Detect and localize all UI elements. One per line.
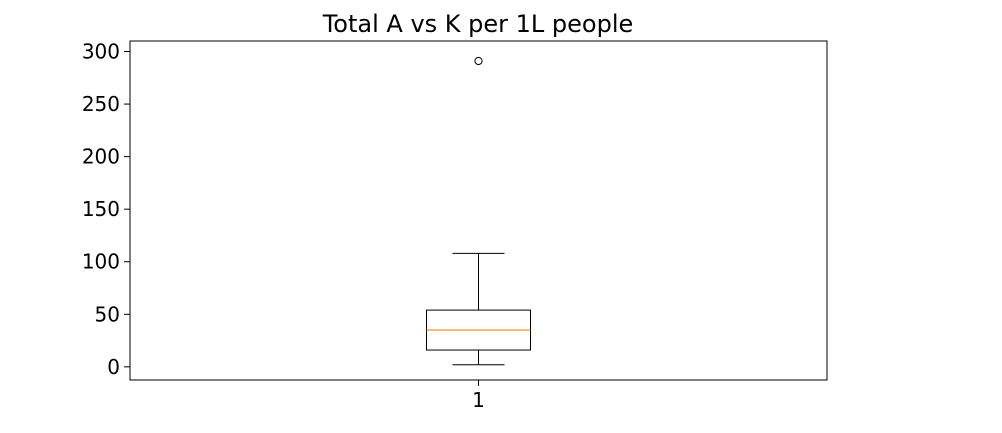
x-axis: 1 bbox=[472, 380, 485, 412]
box-group bbox=[426, 56, 531, 366]
y-tick-label: 0 bbox=[107, 355, 120, 379]
y-axis: 0 50 100 150 200 250 300 bbox=[82, 40, 130, 379]
y-tick-label: 50 bbox=[95, 302, 120, 326]
y-tick-label: 200 bbox=[82, 145, 120, 169]
x-tick-label: 1 bbox=[472, 388, 485, 412]
outlier-point bbox=[474, 56, 483, 66]
y-tick-label: 150 bbox=[82, 197, 120, 221]
box-series bbox=[426, 56, 531, 366]
y-tick-label: 300 bbox=[82, 40, 120, 64]
y-tick-label: 250 bbox=[82, 92, 120, 116]
plot-area-frame bbox=[129, 40, 828, 381]
y-tick-label: 100 bbox=[82, 250, 120, 274]
chart-title: Total A vs K per 1L people bbox=[322, 10, 634, 38]
